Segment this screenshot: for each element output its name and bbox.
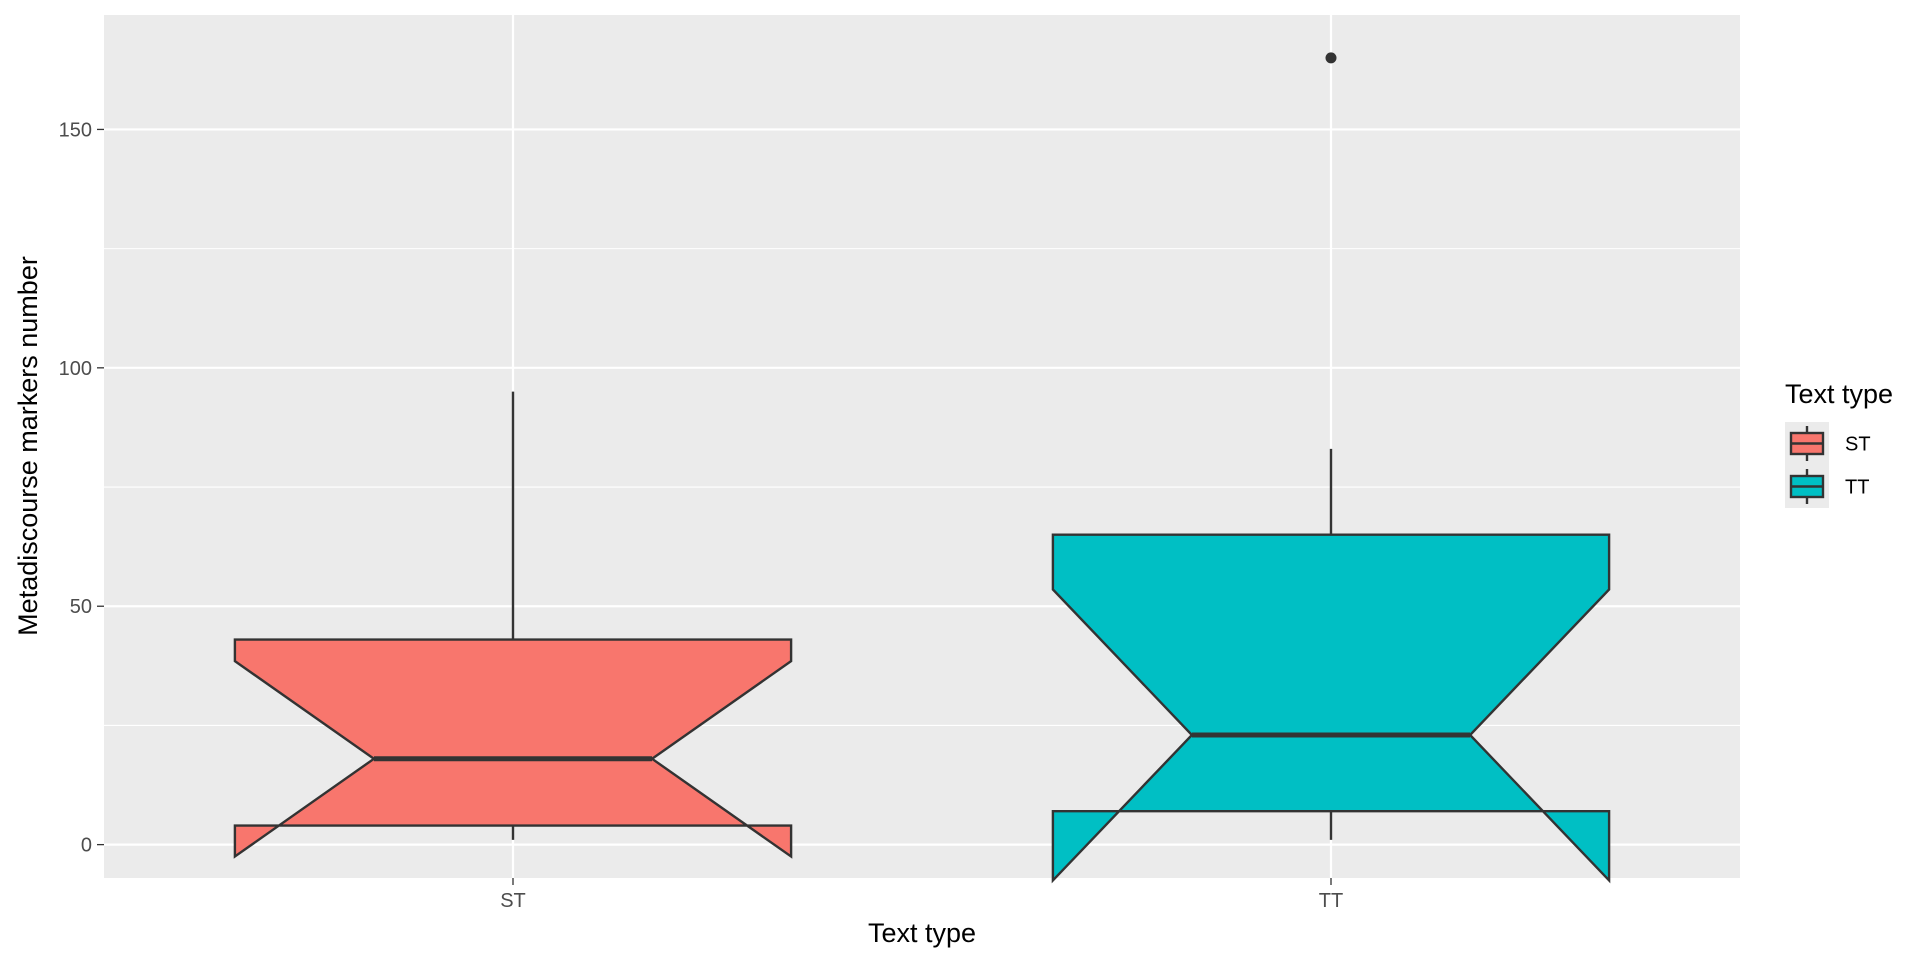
box-body bbox=[233, 638, 793, 859]
box-st bbox=[233, 391, 793, 859]
x-tick-label: ST bbox=[500, 890, 526, 912]
legend-title: Text type bbox=[1785, 379, 1893, 409]
y-axis: 0 50 100 150 bbox=[59, 119, 104, 857]
x-axis: ST TT bbox=[500, 878, 1343, 912]
plot-panel bbox=[104, 15, 1740, 878]
box-body bbox=[1051, 533, 1611, 884]
boxes bbox=[233, 52, 1611, 884]
box-tt bbox=[1051, 52, 1611, 884]
legend-label: TT bbox=[1845, 477, 1869, 499]
legend-label: ST bbox=[1845, 434, 1871, 456]
legend-key-st: ST bbox=[1785, 422, 1871, 465]
y-tick-label: 100 bbox=[59, 358, 92, 380]
gridlines bbox=[104, 15, 1740, 878]
x-axis-title: Text type bbox=[868, 918, 976, 948]
y-axis-title: Metadiscourse markers number bbox=[13, 256, 43, 636]
x-tick-label: TT bbox=[1319, 890, 1343, 912]
y-tick-label: 150 bbox=[59, 119, 92, 141]
legend: Text type ST TT bbox=[1785, 379, 1893, 508]
y-tick-label: 0 bbox=[81, 835, 92, 857]
outlier-point bbox=[1325, 52, 1337, 64]
y-tick-label: 50 bbox=[70, 596, 92, 618]
legend-key-tt: TT bbox=[1785, 465, 1869, 508]
